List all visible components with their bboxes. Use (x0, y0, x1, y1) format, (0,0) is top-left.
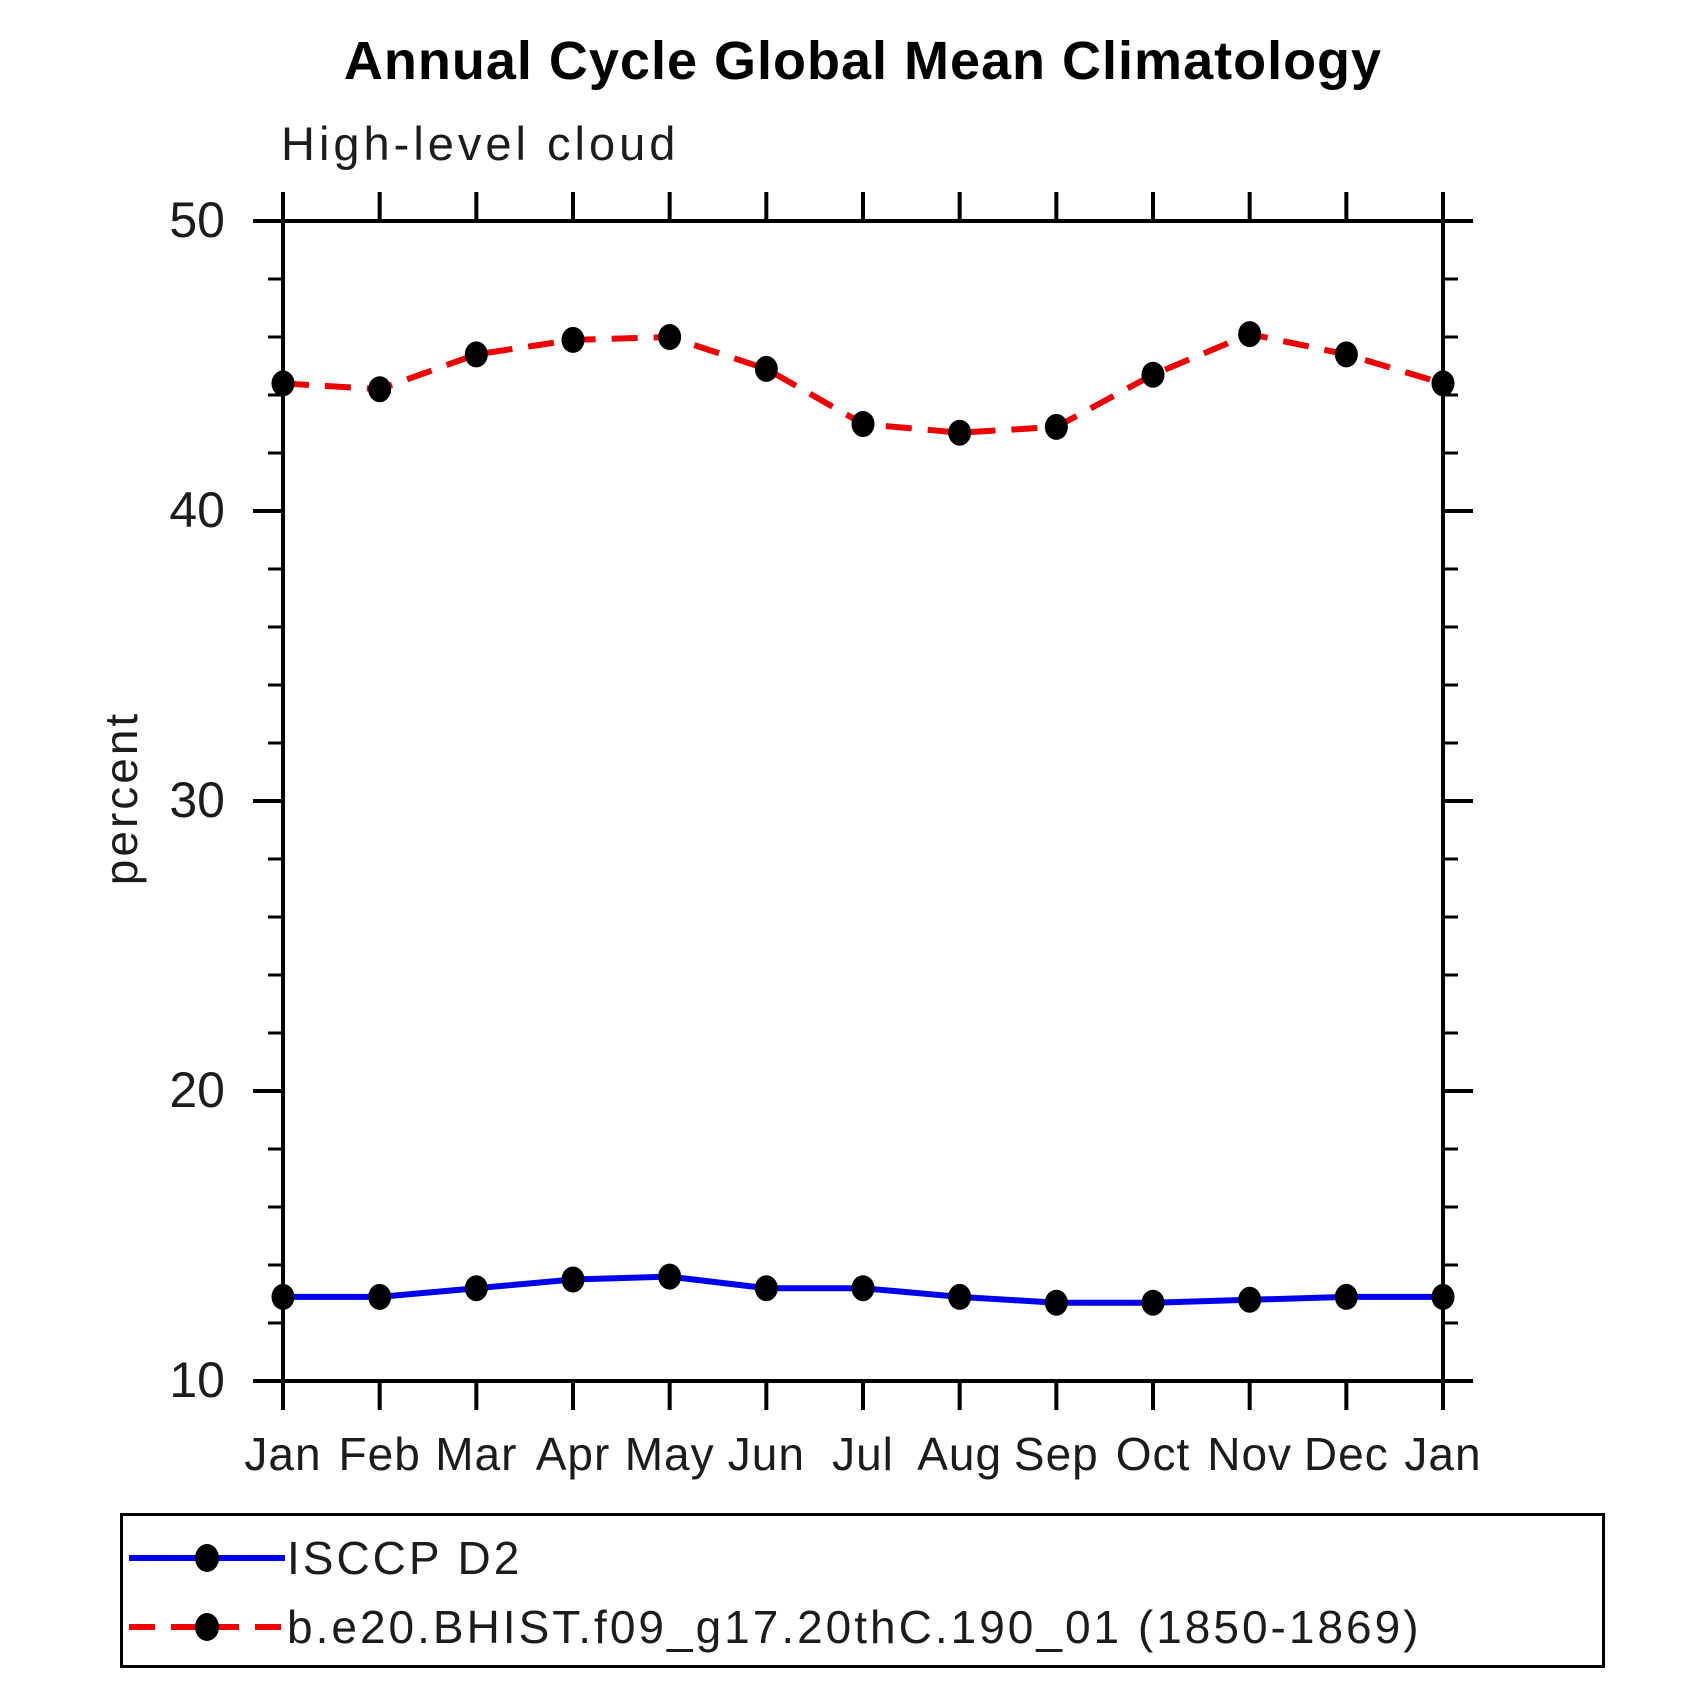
x-tick-label: Sep (1014, 1428, 1099, 1480)
x-tick-label: Apr (536, 1428, 611, 1480)
data-point-marker (368, 376, 392, 403)
data-point-marker (1431, 1283, 1455, 1310)
x-tick-label: Jul (832, 1428, 894, 1480)
legend: ISCCP D2 b.e20.BHIST.f09_g17.20thC.190_0… (120, 1513, 1605, 1668)
data-point-marker (1431, 370, 1455, 397)
y-tick-label: 20 (169, 1062, 225, 1118)
data-point-marker (271, 1283, 295, 1310)
data-point-marker (1141, 361, 1165, 388)
x-tick-label: Jan (244, 1428, 321, 1480)
data-point-marker (948, 419, 972, 446)
legend-marker-dot (195, 1613, 219, 1641)
x-tick-label: Aug (917, 1428, 1002, 1480)
data-point-marker (1334, 1283, 1358, 1310)
x-tick-label: Mar (435, 1428, 517, 1480)
y-tick-label: 30 (169, 772, 225, 828)
data-point-marker (851, 411, 875, 437)
x-tick-label: Nov (1207, 1428, 1292, 1480)
x-tick-label: Dec (1304, 1428, 1389, 1480)
data-point-marker (271, 370, 295, 397)
data-point-marker (1044, 1289, 1068, 1316)
data-point-marker (368, 1283, 392, 1310)
data-point-marker (561, 326, 585, 353)
legend-line-sample-dashed (129, 1613, 285, 1641)
legend-marker-dot (195, 1544, 219, 1572)
data-point-marker (658, 324, 682, 350)
data-point-marker (464, 1275, 488, 1302)
data-point-marker (1334, 341, 1358, 368)
x-tick-label: Jan (1404, 1428, 1481, 1480)
x-tick-label: May (625, 1428, 715, 1480)
chart-subtitle: High-level cloud (281, 117, 680, 170)
legend-label-model: b.e20.BHIST.f09_g17.20thC.190_01 (1850-1… (287, 1601, 1422, 1653)
y-tick-label: 40 (169, 482, 225, 538)
data-point-marker (754, 1275, 778, 1302)
legend-entry-isccp-d2: ISCCP D2 (125, 1530, 522, 1586)
data-point-marker (1044, 413, 1068, 440)
legend-line-sample-solid (129, 1544, 285, 1572)
data-point-marker (1238, 321, 1262, 348)
data-point-marker (464, 341, 488, 368)
x-tick-label: Jun (728, 1428, 805, 1480)
data-point-marker (658, 1263, 682, 1290)
x-tick-label: Feb (339, 1428, 421, 1480)
y-tick-label: 50 (169, 192, 225, 248)
chart-title: Annual Cycle Global Mean Climatology (343, 31, 1383, 91)
data-point-marker (948, 1283, 972, 1310)
data-point-marker (754, 355, 778, 382)
y-tick-label: 10 (169, 1352, 225, 1408)
plot-frame (281, 219, 1445, 1383)
legend-label-isccp-d2: ISCCP D2 (287, 1532, 523, 1584)
data-point-marker (1238, 1286, 1262, 1313)
data-point-marker (851, 1275, 875, 1302)
legend-entry-model: b.e20.BHIST.f09_g17.20thC.190_01 (1850-1… (125, 1599, 1422, 1655)
x-tick-label: Oct (1116, 1428, 1191, 1480)
data-point-marker (561, 1266, 585, 1293)
data-point-marker (1141, 1289, 1165, 1316)
